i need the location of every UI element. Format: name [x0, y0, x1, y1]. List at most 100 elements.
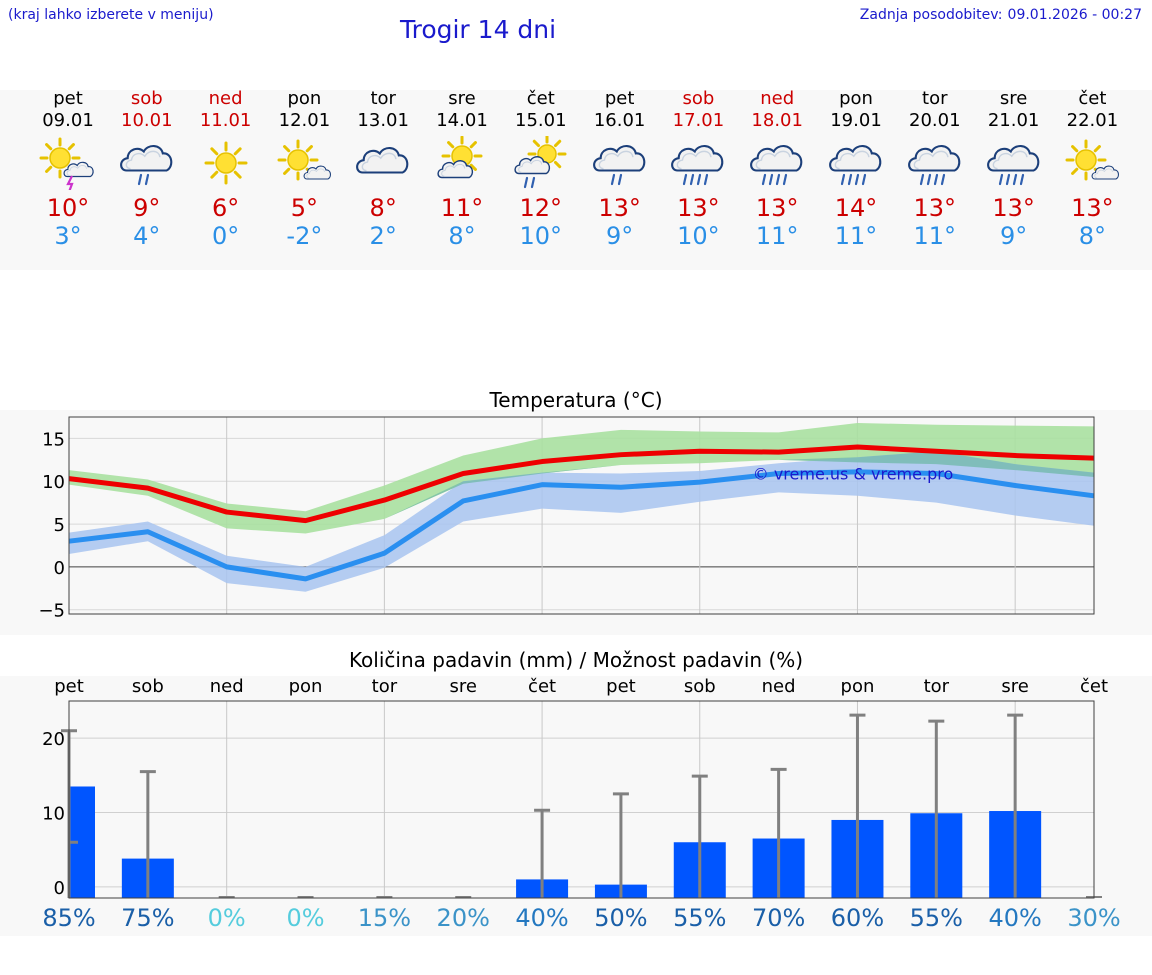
precipitation-probability: 15%: [358, 904, 411, 932]
temp-min: 0°: [211, 222, 240, 250]
cloud-heavy-rain-icon: [829, 144, 882, 186]
day-date: 22.01: [1066, 110, 1119, 131]
location-hint-link[interactable]: (kraj lahko izberete v meniju): [8, 7, 214, 23]
day-column: pet 09.01 10° 3°: [28, 88, 108, 250]
cloud-rain-icon: [119, 144, 173, 186]
sun-cloud-rain-icon: [514, 136, 567, 189]
day-date: 09.01: [42, 110, 94, 131]
cloud-heavy-rain-icon: [986, 144, 1039, 186]
sun-cloud-icon: [437, 136, 483, 179]
temp-min: 10°: [519, 222, 563, 250]
cloud-heavy-rain-icon: [907, 144, 961, 186]
last-updated-value: 09.01.2026 - 00:27: [1007, 7, 1142, 23]
day-column: čet 15.01 12° 10°: [501, 88, 581, 250]
day-name: sob: [130, 88, 163, 109]
temp-max: 13°: [1071, 194, 1114, 222]
day-date: 20.01: [909, 110, 961, 131]
cloud-heavy-rain-icon: [750, 144, 803, 186]
day-column: pon 19.01 14° 11°: [816, 88, 896, 250]
day-column: pet 16.01 13° 9°: [580, 88, 660, 250]
day-date: 13.01: [357, 110, 409, 131]
day-name: tor: [922, 88, 948, 109]
temp-max: 13°: [677, 194, 720, 222]
precipitation-chart-title: Količina padavin (mm) / Možnost padavin …: [348, 648, 804, 672]
temp-max: 13°: [992, 194, 1035, 222]
day-name: pet: [53, 88, 83, 109]
precipitation-probability: 50%: [594, 904, 647, 932]
day-name: tor: [370, 88, 396, 109]
precipitation-probability: 30%: [1067, 904, 1120, 932]
day-label: pet: [606, 676, 636, 697]
day-label: čet: [528, 676, 556, 697]
day-date: 11.01: [199, 110, 252, 131]
day-column: sob 17.01 13° 10°: [658, 88, 738, 250]
y-tick-label: 5: [54, 515, 65, 536]
temp-max: 6°: [211, 194, 240, 222]
day-column: ned 18.01 13° 11°: [737, 88, 817, 250]
day-date: 19.01: [830, 110, 882, 131]
temp-min: 4°: [133, 222, 161, 250]
temp-min: -2°: [286, 222, 323, 250]
y-tick-label: 20: [42, 729, 65, 750]
last-updated-label: Zadnja posodobitev:: [859, 7, 1003, 23]
temp-max: 8°: [369, 194, 397, 222]
max-temperature-line: [68, 444, 1095, 524]
precipitation-probability: 85%: [42, 904, 95, 932]
daily-forecast: pet 09.01 10° 3° sob 10.01 9° 4° ned 11.01 6° 0° pon…: [0, 88, 1152, 268]
day-column: sob 10.01 9° 4°: [107, 88, 187, 250]
day-label: tor: [372, 676, 398, 697]
sun-icon: [204, 141, 248, 185]
temp-max: 9°: [133, 194, 161, 222]
temp-max: 13°: [755, 194, 799, 222]
precipitation-probability: 20%: [437, 904, 490, 932]
day-name: pon: [839, 88, 873, 109]
day-label: tor: [924, 676, 950, 697]
y-tick-label: 10: [42, 804, 65, 825]
precipitation-chart: pet sob ned pon tor sre čet pet sob ned pon tor sre č…: [42, 676, 1121, 932]
day-date: 21.01: [987, 110, 1040, 131]
temp-min: 9°: [999, 222, 1028, 250]
y-tick-label: 0: [54, 558, 65, 579]
temp-min: 11°: [913, 222, 957, 250]
page-title: Trogir 14 dni: [400, 15, 557, 44]
precipitation-probability: 40%: [988, 904, 1041, 932]
temp-min: 11°: [755, 222, 799, 250]
plot-frame: [68, 416, 1095, 615]
temp-min: 8°: [448, 222, 476, 250]
temp-max: 13°: [598, 194, 641, 222]
plot-frame: [68, 700, 1095, 899]
day-date: 14.01: [436, 110, 488, 131]
day-name: čet: [1078, 88, 1107, 109]
precipitation-probability: 70%: [752, 904, 805, 932]
day-name: sob: [682, 88, 715, 109]
min-temperature-line: [68, 469, 1095, 582]
min-range-band: [69, 451, 1094, 592]
temp-max: 14°: [834, 194, 878, 222]
day-label: sob: [684, 676, 716, 697]
precipitation-probability: 40%: [515, 904, 568, 932]
precipitation-probability: 0%: [286, 904, 324, 932]
precipitation-probability: 75%: [121, 904, 174, 932]
temp-max: 11°: [440, 194, 484, 222]
day-column: sre 14.01 11° 8°: [422, 88, 502, 250]
day-column: ned 11.01 6° 0°: [186, 88, 266, 250]
day-name: sre: [448, 88, 476, 109]
day-date: 18.01: [751, 110, 803, 131]
temp-max: 5°: [290, 194, 319, 222]
day-label: ned: [210, 676, 244, 697]
day-column: čet 22.01 13° 8°: [1052, 88, 1132, 250]
y-tick-label: 15: [42, 429, 65, 450]
precipitation-probability: 55%: [673, 904, 726, 932]
watermark: © vreme.us & vreme.pro: [753, 465, 954, 484]
y-tick-label: 10: [42, 472, 65, 493]
day-name: sre: [999, 88, 1028, 109]
cloud-rain-icon: [592, 144, 645, 186]
temp-max: 12°: [519, 194, 563, 222]
y-tick-label: 0: [54, 878, 65, 899]
precipitation-probability: 60%: [831, 904, 884, 932]
temp-min: 9°: [605, 222, 634, 250]
day-column: sre 21.01 13° 9°: [974, 88, 1054, 250]
temp-max: 13°: [913, 194, 957, 222]
day-name: pon: [287, 88, 322, 109]
temp-max: 10°: [46, 194, 90, 222]
